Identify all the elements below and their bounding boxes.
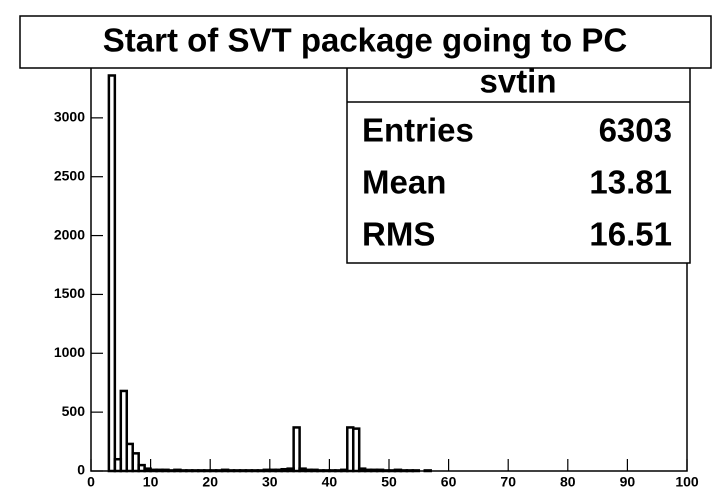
y-tick-label: 2500 [54, 167, 85, 183]
x-tick-label: 0 [87, 474, 95, 490]
bar [292, 426, 301, 473]
stats-label: Mean [362, 164, 446, 201]
x-tick-label: 60 [441, 474, 457, 490]
x-tick-label: 100 [675, 474, 699, 490]
title-box [19, 15, 712, 69]
x-tick-label: 10 [143, 474, 159, 490]
stats-box [346, 62, 691, 264]
stats-label: RMS [362, 216, 435, 253]
stats-value: 6303 [599, 112, 672, 149]
y-tick-label: 1000 [54, 344, 85, 360]
y-tick-label: 3000 [54, 109, 85, 125]
bar [107, 74, 117, 473]
stats-value: 16.51 [589, 216, 672, 253]
x-tick-label: 50 [381, 474, 397, 490]
y-tick-label: 500 [62, 403, 86, 419]
x-tick-label: 90 [620, 474, 636, 490]
stats-value: 13.81 [589, 164, 672, 201]
bar [131, 452, 140, 473]
y-tick-label: 2000 [54, 226, 85, 242]
bar [351, 427, 361, 473]
bar [411, 469, 421, 473]
x-tick-label: 70 [500, 474, 516, 490]
x-tick-label: 40 [322, 474, 338, 490]
chart-title: Start of SVT package going to PC [103, 22, 627, 59]
bar [423, 469, 432, 473]
x-tick-label: 20 [202, 474, 218, 490]
y-tick-label: 0 [77, 462, 85, 478]
bar [119, 389, 129, 473]
x-tick-label: 30 [262, 474, 278, 490]
stats-name: svtin [479, 63, 556, 100]
x-tick-label: 80 [560, 474, 576, 490]
y-tick-label: 1500 [54, 285, 85, 301]
stats-label: Entries [362, 112, 474, 149]
